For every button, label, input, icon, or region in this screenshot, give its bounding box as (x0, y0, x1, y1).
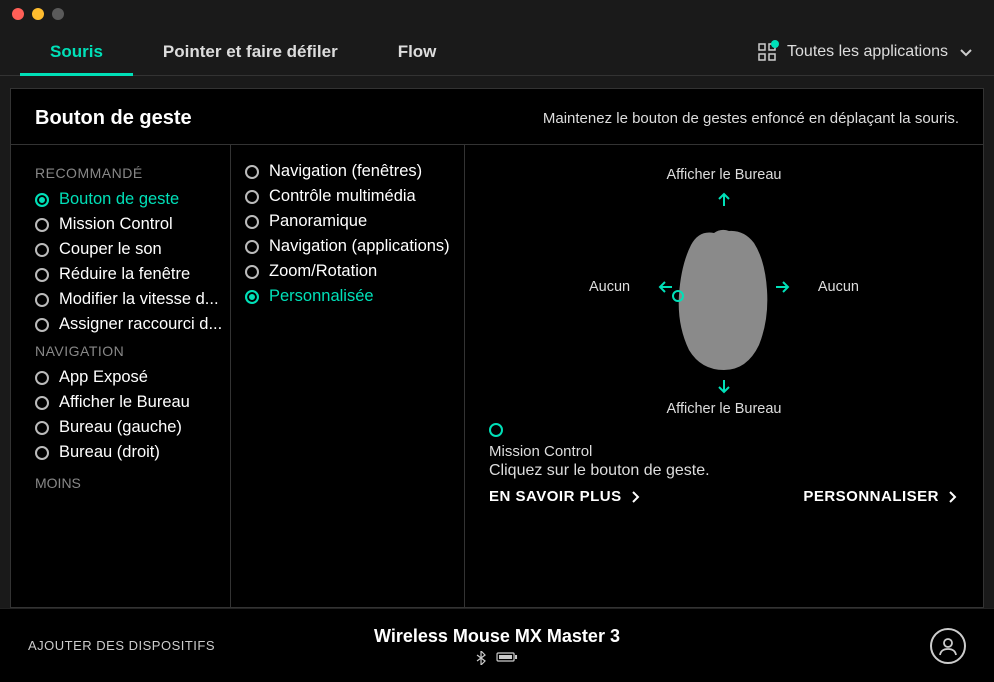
section-label-recommended: RECOMMANDÉ (35, 165, 230, 181)
notification-dot-icon (771, 40, 779, 48)
action-afficher-bureau[interactable]: Afficher le Bureau (35, 390, 230, 415)
chevron-right-icon (947, 491, 959, 503)
chevron-right-icon (630, 491, 642, 503)
minimize-window-button[interactable] (32, 8, 44, 20)
tab-pointer[interactable]: Pointer et faire défiler (133, 28, 368, 75)
section-label-navigation: NAVIGATION (35, 343, 230, 359)
add-devices-button[interactable]: AJOUTER DES DISPOSITIFS (28, 638, 215, 653)
gesture-down-label[interactable]: Afficher le Bureau (667, 401, 782, 417)
gesture-visual-column: Afficher le Bureau Afficher le Bureau Au… (465, 145, 983, 607)
less-toggle[interactable]: MOINS (35, 475, 230, 491)
device-name: Wireless Mouse MX Master 3 (374, 626, 620, 647)
action-app-expose[interactable]: App Exposé (35, 365, 230, 390)
close-window-button[interactable] (12, 8, 24, 20)
arrow-up-icon (715, 191, 733, 209)
click-action-description: Cliquez sur le bouton de geste. (489, 462, 959, 480)
click-action-title: Mission Control (489, 443, 959, 460)
preset-navigation-fenetres[interactable]: Navigation (fenêtres) (245, 159, 452, 184)
preset-panoramique[interactable]: Panoramique (245, 209, 452, 234)
action-bureau-gauche[interactable]: Bureau (gauche) (35, 415, 230, 440)
apps-grid-icon (757, 42, 777, 62)
gesture-up-label[interactable]: Afficher le Bureau (667, 167, 782, 183)
footer: AJOUTER DES DISPOSITIFS Wireless Mouse M… (0, 608, 994, 682)
action-assigner-raccourci[interactable]: Assigner raccourci d... (35, 312, 230, 337)
click-action-radio[interactable] (489, 423, 503, 437)
user-icon (937, 635, 959, 657)
gesture-left-label[interactable]: Aucun (589, 279, 630, 295)
main-panel: Bouton de geste Maintenez le bouton de g… (10, 88, 984, 608)
tab-souris[interactable]: Souris (20, 28, 133, 75)
profile-button[interactable] (930, 628, 966, 664)
action-mission-control[interactable]: Mission Control (35, 212, 230, 237)
main-tabbar: Souris Pointer et faire défiler Flow Tou… (0, 28, 994, 76)
applications-selector[interactable]: Toutes les applications (757, 42, 974, 62)
preset-controle-multimedia[interactable]: Contrôle multimédia (245, 184, 452, 209)
preset-navigation-applications[interactable]: Navigation (applications) (245, 234, 452, 259)
action-bureau-droit[interactable]: Bureau (droit) (35, 440, 230, 465)
window-titlebar (0, 0, 994, 28)
tab-flow[interactable]: Flow (368, 28, 467, 75)
action-modifier-vitesse[interactable]: Modifier la vitesse d... (35, 287, 230, 312)
actions-column: RECOMMANDÉ Bouton de geste Mission Contr… (11, 145, 231, 607)
maximize-window-button[interactable] (52, 8, 64, 20)
gesture-presets-column: Navigation (fenêtres) Contrôle multimédi… (231, 145, 465, 607)
action-couper-le-son[interactable]: Couper le son (35, 237, 230, 262)
battery-icon (496, 651, 518, 663)
panel-description: Maintenez le bouton de gestes enfoncé en… (543, 110, 959, 127)
gesture-right-label[interactable]: Aucun (818, 279, 859, 295)
panel-title: Bouton de geste (35, 107, 192, 130)
mouse-icon (669, 225, 779, 375)
action-bouton-de-geste[interactable]: Bouton de geste (35, 187, 230, 212)
customize-button[interactable]: PERSONNALISER (803, 488, 959, 505)
action-reduire-fenetre[interactable]: Réduire la fenêtre (35, 262, 230, 287)
gesture-button-indicator (672, 290, 684, 302)
arrow-down-icon (715, 377, 733, 395)
chevron-down-icon (958, 44, 974, 60)
bluetooth-icon (476, 651, 486, 665)
preset-personnalisee[interactable]: Personnalisée (245, 284, 452, 309)
learn-more-button[interactable]: EN SAVOIR PLUS (489, 488, 642, 505)
preset-zoom-rotation[interactable]: Zoom/Rotation (245, 259, 452, 284)
